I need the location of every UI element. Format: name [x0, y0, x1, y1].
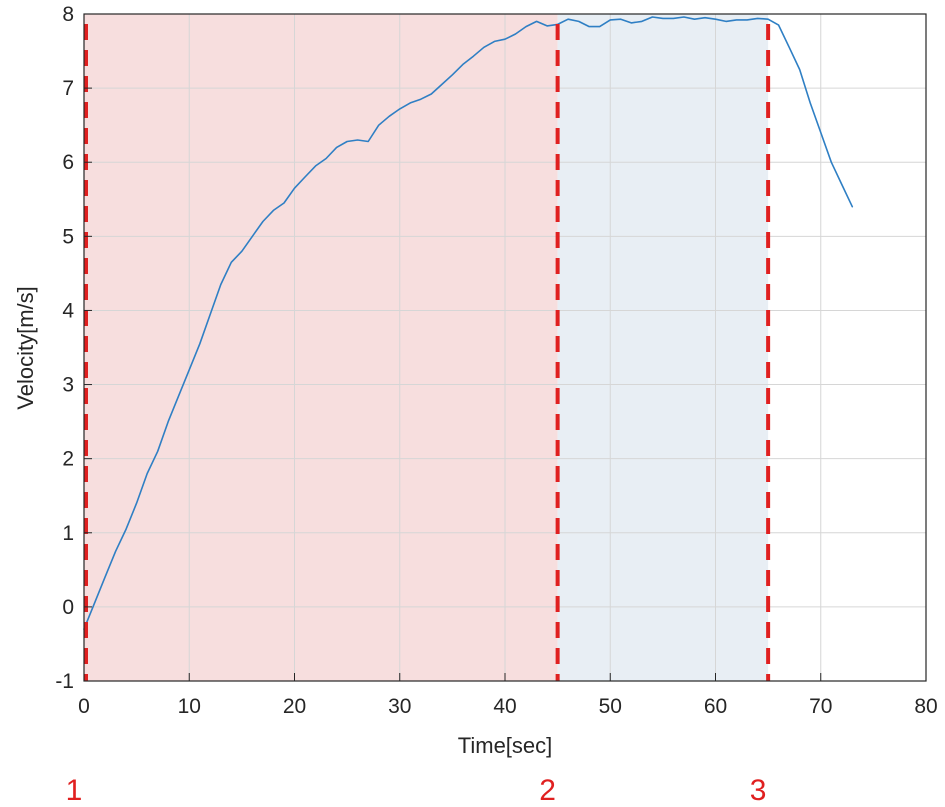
- x-tick-label: 80: [914, 695, 937, 718]
- x-tick-label: 50: [599, 695, 622, 718]
- x-tick-label: 20: [283, 695, 306, 718]
- shaded-region-1: [84, 14, 558, 681]
- x-axis-label: Time[sec]: [458, 733, 553, 758]
- y-tick-label: 3: [62, 374, 74, 397]
- y-tick-label: 4: [62, 299, 74, 322]
- y-axis-label: Velocity[m/s]: [13, 286, 38, 409]
- y-tick-label: 6: [62, 151, 74, 174]
- marker-line-layer: [84, 24, 771, 681]
- plot-frame: [83, 13, 927, 682]
- x-tick-label: 0: [78, 695, 90, 718]
- marker-label-2: 2: [539, 774, 556, 807]
- marker-labels: 1 2 3: [66, 774, 767, 807]
- y-tick-label: -1: [55, 670, 74, 693]
- y-tick-label: 0: [62, 596, 74, 619]
- series-line-layer: [83, 16, 854, 630]
- marker-label-1: 1: [66, 774, 83, 807]
- y-tick-label: 7: [62, 77, 74, 100]
- x-tick-label: 60: [704, 695, 727, 718]
- x-tick-label: 30: [388, 695, 411, 718]
- y-tick-label: 5: [62, 225, 74, 248]
- shaded-region-2: [557, 14, 769, 681]
- y-tick-label: 8: [62, 3, 74, 26]
- y-tick-label: 1: [62, 522, 74, 545]
- y-tick-labels: -1 0 1 2 3 4 5 6 7 8: [55, 3, 74, 693]
- x-tick-labels: 0 10 20 30 40 50 60 70 80: [78, 695, 938, 718]
- velocity-line: [83, 16, 854, 630]
- y-tick-label: 2: [62, 448, 74, 471]
- grid-layer: [84, 14, 926, 681]
- x-tick-label: 40: [493, 695, 516, 718]
- x-tick-label: 10: [178, 695, 201, 718]
- marker-label-3: 3: [750, 774, 767, 807]
- x-tick-label: 70: [809, 695, 832, 718]
